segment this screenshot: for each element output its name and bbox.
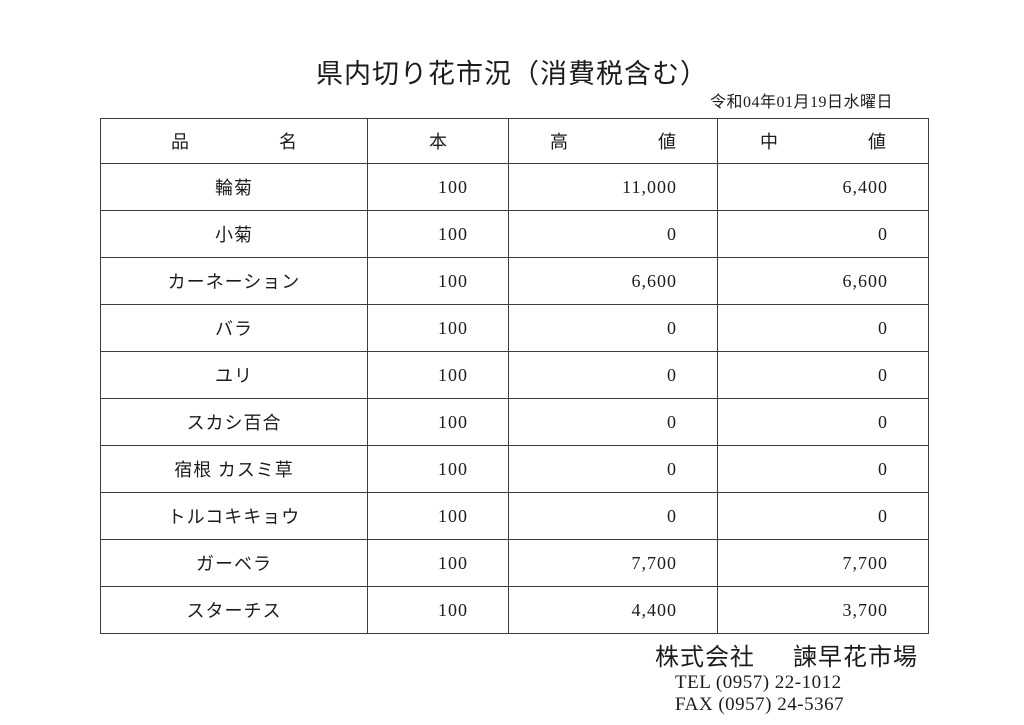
header-high-price-text: 高 値 (550, 128, 676, 154)
mid-price-cell: 6,400 (717, 163, 929, 211)
mid-price-cell: 0 (717, 445, 929, 493)
mid-price-cell: 0 (717, 304, 929, 352)
header-item-name: 品 名 (100, 118, 368, 164)
high-price-cell: 0 (508, 398, 718, 446)
mid-price-cell: 0 (717, 210, 929, 258)
high-price-cell: 7,700 (508, 539, 718, 587)
item-name-cell: 宿根 カスミ草 (100, 445, 368, 493)
item-name-cell: トルコキキョウ (100, 492, 368, 540)
count-cell: 100 (367, 163, 509, 211)
table-row: バラ 100 0 0 (100, 304, 929, 352)
page-title: 県内切り花市況（消費税含む） (316, 59, 708, 89)
footer: 株式会社 諫早花市場 TEL (0957) 22-1012 FAX (0957)… (655, 644, 918, 716)
item-name-cell: バラ (100, 304, 368, 352)
fax-line: FAX (0957) 24-5367 (675, 694, 845, 715)
header-mid-right: 値 (868, 132, 886, 152)
header-item-name-right: 名 (279, 132, 297, 152)
table-row: ユリ 100 0 0 (100, 351, 929, 399)
item-name-cell: ガーベラ (100, 539, 368, 587)
high-price-cell: 4,400 (508, 586, 718, 634)
header-count: 本 (367, 118, 509, 164)
company-type: 株式会社 (655, 645, 755, 671)
count-cell: 100 (367, 304, 509, 352)
header-mid-price: 中 値 (717, 118, 929, 164)
item-name-cell: 小菊 (100, 210, 368, 258)
header-high-price: 高 値 (508, 118, 718, 164)
header-item-name-left: 品 (171, 132, 189, 152)
count-cell: 100 (367, 351, 509, 399)
header-item-name-text: 品 名 (171, 128, 297, 154)
count-cell: 100 (367, 398, 509, 446)
tel-line: TEL (0957) 22-1012 (675, 672, 842, 693)
count-cell: 100 (367, 210, 509, 258)
item-name-cell: カーネーション (100, 257, 368, 305)
table-row: カーネーション 100 6,600 6,600 (100, 257, 929, 305)
table-row: 輪菊 100 11,000 6,400 (100, 163, 929, 211)
mid-price-cell: 0 (717, 492, 929, 540)
count-cell: 100 (367, 257, 509, 305)
table-row: 宿根 カスミ草 100 0 0 (100, 445, 929, 493)
high-price-cell: 0 (508, 445, 718, 493)
high-price-cell: 0 (508, 492, 718, 540)
high-price-cell: 11,000 (508, 163, 718, 211)
item-name-cell: 輪菊 (100, 163, 368, 211)
price-table: 品 名 本 高 値 中 値 輪菊 100 11,000 (100, 118, 929, 634)
header-mid-left: 中 (760, 132, 778, 152)
table-header-row: 品 名 本 高 値 中 値 (100, 118, 929, 164)
header-high-left: 高 (550, 132, 568, 152)
company-name: 諫早花市場 (793, 645, 918, 671)
item-name-cell: ユリ (100, 351, 368, 399)
header-mid-price-text: 中 値 (760, 128, 886, 154)
report-date: 令和04年01月19日水曜日 (709, 94, 893, 111)
count-cell: 100 (367, 586, 509, 634)
high-price-cell: 0 (508, 304, 718, 352)
high-price-cell: 6,600 (508, 257, 718, 305)
mid-price-cell: 7,700 (717, 539, 929, 587)
item-name-cell: スターチス (100, 586, 368, 634)
high-price-cell: 0 (508, 210, 718, 258)
table-row: スターチス 100 4,400 3,700 (100, 586, 929, 634)
table-row: 小菊 100 0 0 (100, 210, 929, 258)
count-cell: 100 (367, 492, 509, 540)
mid-price-cell: 0 (717, 351, 929, 399)
item-name-cell: スカシ百合 (100, 398, 368, 446)
mid-price-cell: 0 (717, 398, 929, 446)
count-cell: 100 (367, 539, 509, 587)
high-price-cell: 0 (508, 351, 718, 399)
table-row: スカシ百合 100 0 0 (100, 398, 929, 446)
table-row: トルコキキョウ 100 0 0 (100, 492, 929, 540)
mid-price-cell: 6,600 (717, 257, 929, 305)
count-cell: 100 (367, 445, 509, 493)
header-high-right: 値 (658, 132, 676, 152)
company-line: 株式会社 諫早花市場 (655, 644, 918, 672)
table-row: ガーベラ 100 7,700 7,700 (100, 539, 929, 587)
mid-price-cell: 3,700 (717, 586, 929, 634)
